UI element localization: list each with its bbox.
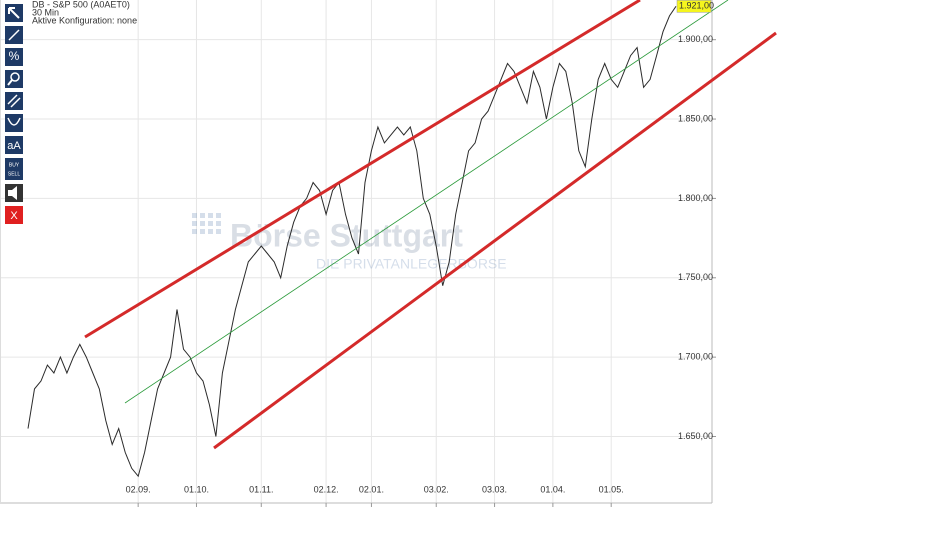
x-tick-label: 01.10.	[184, 484, 209, 494]
tool-channel[interactable]	[5, 92, 23, 110]
channel-upper	[84, 0, 641, 339]
chart-title: DB - S&P 500 (A0AET0)	[32, 0, 130, 9]
watermark-text: Börse Stuttgart	[230, 217, 463, 253]
tool-delete[interactable]	[5, 206, 23, 224]
last-price-box	[676, 0, 712, 13]
y-tick-label: 1.750,00	[678, 272, 713, 282]
tool-delete-label: X	[10, 210, 18, 222]
tool-sell-label: SELL	[8, 171, 20, 177]
channel-lower	[213, 31, 777, 450]
tool-arc[interactable]	[5, 114, 23, 132]
channel-mid	[124, 0, 729, 404]
tool-buy-label: BUY	[9, 162, 20, 168]
x-tick-label: 03.03.	[482, 484, 507, 494]
chart-subtitle: 30 Min	[32, 7, 59, 17]
y-tick-label: 1.900,00	[678, 34, 713, 44]
svg-text:%: %	[9, 49, 20, 63]
price-line	[27, 6, 677, 478]
tool-percent[interactable]	[5, 48, 23, 66]
x-tick-label: 02.09.	[126, 484, 151, 494]
x-tick-label: 01.11.	[249, 484, 273, 494]
y-tick-label: 1.700,00	[678, 352, 713, 362]
y-tick-label: 1.850,00	[678, 113, 713, 123]
y-tick-label: 1.650,00	[678, 431, 713, 441]
x-tick-label: 01.05.	[599, 484, 624, 494]
tool-text-label: aA	[7, 140, 21, 152]
tool-buysell[interactable]	[5, 158, 23, 180]
x-tick-label: 03.02.	[424, 484, 449, 494]
toolbar: % aA BUY SELL X	[5, 4, 23, 224]
x-tick-label: 01.04.	[540, 484, 565, 494]
x-tick-label: 02.01.	[359, 484, 384, 494]
last-price-label: 1.921,00	[679, 1, 714, 11]
config-label: Aktive Konfiguration: none	[32, 15, 137, 25]
watermark-subtext: DIE PRIVATANLEGERBÖRSE	[316, 255, 507, 272]
tool-text[interactable]	[5, 136, 23, 154]
x-tick-label: 02.12.	[314, 484, 339, 494]
y-tick-label: 1.800,00	[678, 193, 713, 203]
